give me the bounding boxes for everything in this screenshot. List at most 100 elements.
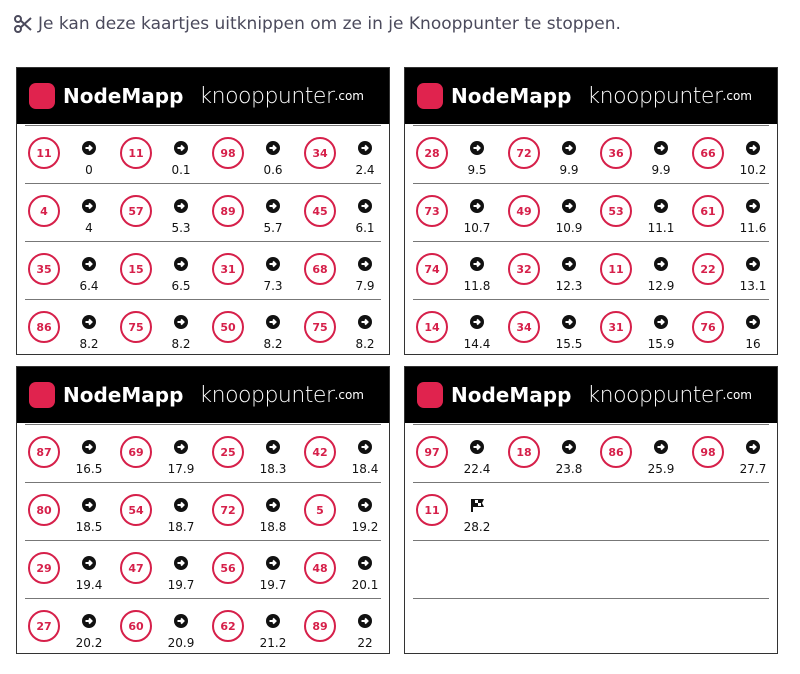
logo-mark (29, 382, 55, 408)
node-circle: 22 (692, 253, 724, 285)
distance: 13.1 (739, 279, 767, 293)
distance: 0 (85, 163, 93, 177)
logo-mark (29, 83, 55, 109)
arrow-icon (174, 314, 188, 329)
arrow-icon (470, 439, 484, 454)
node-circle: 74 (416, 253, 448, 285)
arrow-icon (358, 198, 372, 213)
arrow-icon (470, 140, 484, 155)
site-tld: .com (722, 89, 752, 103)
distance: 15.9 (647, 337, 675, 351)
brand: NodeMapp (451, 84, 572, 108)
separator (413, 540, 769, 541)
arrow-icon (266, 439, 280, 454)
node-circle: 18 (508, 436, 540, 468)
node-circle: 98 (212, 137, 244, 169)
node-circle: 36 (600, 137, 632, 169)
arrow-icon (562, 198, 576, 213)
arrow-icon (746, 439, 760, 454)
node-circle: 50 (212, 311, 244, 343)
node-circle: 15 (120, 253, 152, 285)
distance: 19.2 (351, 520, 379, 534)
node-circle: 27 (28, 610, 60, 642)
distance: 19.4 (75, 578, 103, 592)
node-circle: 69 (120, 436, 152, 468)
separator (25, 540, 381, 541)
arrow-icon (562, 439, 576, 454)
separator (413, 183, 769, 184)
separator (413, 125, 769, 126)
finish-flag (470, 497, 484, 512)
node-circle: 31 (600, 311, 632, 343)
node-circle: 35 (28, 253, 60, 285)
arrow-icon (562, 140, 576, 155)
arrow-icon (174, 497, 188, 512)
arrow-icon (746, 314, 760, 329)
arrow-icon (470, 198, 484, 213)
distance: 18.3 (259, 462, 287, 476)
arrow-icon (266, 198, 280, 213)
distance: 25.9 (647, 462, 675, 476)
node-circle: 47 (120, 552, 152, 584)
separator (25, 598, 381, 599)
node-circle: 32 (508, 253, 540, 285)
arrow-icon (654, 314, 668, 329)
node-circle: 34 (304, 137, 336, 169)
distance: 11.6 (739, 221, 767, 235)
node-circle: 11 (600, 253, 632, 285)
brand: NodeMapp (451, 383, 572, 407)
distance: 20.9 (167, 636, 195, 650)
node-circle: 53 (600, 195, 632, 227)
arrow-icon (746, 140, 760, 155)
arrow-icon (174, 140, 188, 155)
node-circle: 89 (212, 195, 244, 227)
node-circle: 42 (304, 436, 336, 468)
distance: 8.2 (263, 337, 283, 351)
intro: Je kan deze kaartjes uitknippen om ze in… (14, 14, 621, 34)
arrow-icon (470, 256, 484, 271)
arrow-icon (358, 613, 372, 628)
arrow-icon (174, 555, 188, 570)
distance: 18.7 (167, 520, 195, 534)
arrow-icon (82, 439, 96, 454)
node-circle: 86 (28, 311, 60, 343)
card-header: NodeMapp knooppunter .com (17, 367, 389, 423)
distance: 5.3 (171, 221, 191, 235)
distance: 19.7 (259, 578, 287, 592)
node-circle: 56 (212, 552, 244, 584)
node-circle: 73 (416, 195, 448, 227)
distance: 28.2 (463, 520, 491, 534)
node-circle: 98 (692, 436, 724, 468)
distance: 8.2 (79, 337, 99, 351)
node-circle: 72 (212, 494, 244, 526)
distance: 5.7 (263, 221, 283, 235)
node-circle: 80 (28, 494, 60, 526)
separator (413, 424, 769, 425)
distance: 23.8 (555, 462, 583, 476)
node-circle: 11 (28, 137, 60, 169)
arrow-icon (654, 439, 668, 454)
site: knooppunter (199, 382, 335, 408)
node-circle: 75 (304, 311, 336, 343)
node-circle: 31 (212, 253, 244, 285)
node-circle: 57 (120, 195, 152, 227)
node-circle: 45 (304, 195, 336, 227)
arrow-icon (654, 256, 668, 271)
arrow-icon (174, 439, 188, 454)
distance: 18.8 (259, 520, 287, 534)
arrow-icon (266, 140, 280, 155)
distance: 7.3 (263, 279, 283, 293)
arrow-icon (82, 256, 96, 271)
arrow-icon (358, 439, 372, 454)
site: knooppunter (587, 382, 723, 408)
arrow-icon (266, 555, 280, 570)
arrow-icon (266, 497, 280, 512)
distance: 6.4 (79, 279, 99, 293)
distance: 9.9 (651, 163, 671, 177)
separator (25, 299, 381, 300)
node-circle: 14 (416, 311, 448, 343)
node-circle: 48 (304, 552, 336, 584)
distance: 11.8 (463, 279, 491, 293)
distance: 4 (85, 221, 93, 235)
